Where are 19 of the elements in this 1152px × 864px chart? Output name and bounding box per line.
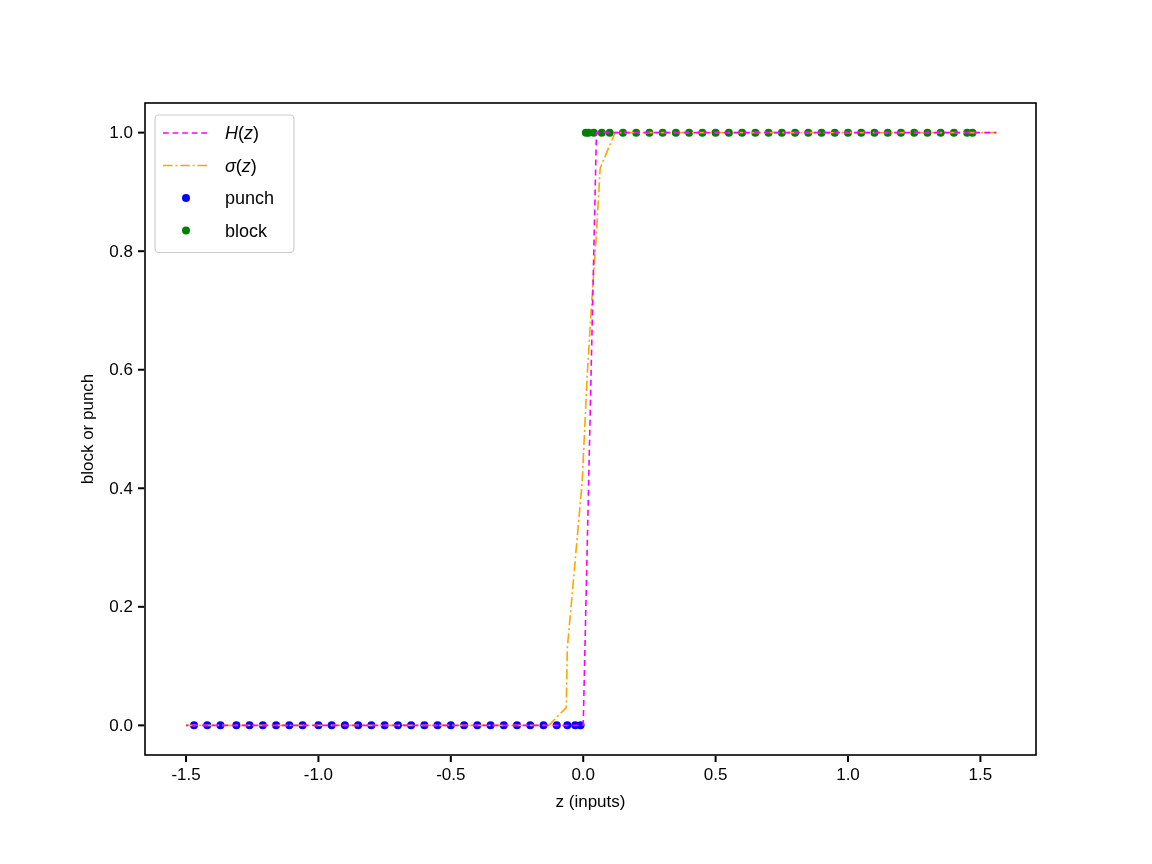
x-tick-label: -1.0: [303, 764, 334, 784]
y-tick-label: 0.6: [109, 360, 133, 380]
y-tick-label: 0.2: [109, 597, 133, 617]
y-tick-label: 0.8: [109, 241, 133, 261]
legend-label: σ(z): [225, 155, 257, 176]
x-tick-label: 0.5: [703, 764, 728, 784]
x-axis-title: z (inputs): [555, 791, 626, 811]
x-tick-label: 1.5: [968, 764, 993, 784]
x-tick-label: -1.5: [171, 764, 201, 784]
y-tick-label: 0.0: [109, 715, 133, 735]
y-tick-label: 0.4: [109, 478, 133, 498]
x-tick-label: -0.5: [436, 764, 466, 784]
legend-label: H(z): [225, 123, 259, 143]
y-axis-title: block or punch: [77, 373, 97, 485]
legend-label: block: [225, 220, 269, 241]
x-tick-label: 0.0: [571, 764, 596, 784]
legend-label: punch: [225, 188, 275, 208]
x-tick-label: 1.0: [836, 764, 860, 784]
y-tick-label: 1.0: [109, 123, 133, 143]
